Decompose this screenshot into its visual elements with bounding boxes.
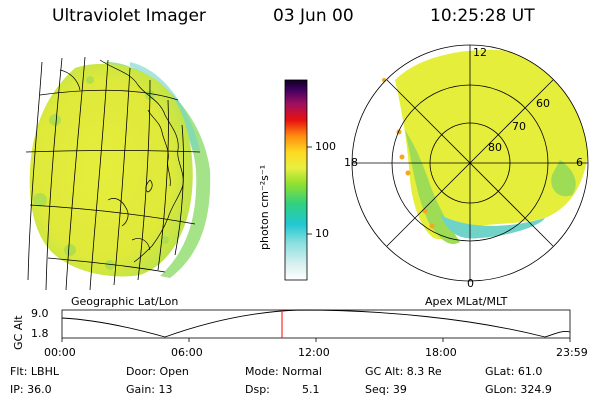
glat-info: GLat: 61.0 xyxy=(485,365,543,378)
mlt-label-12: 12 xyxy=(473,46,487,59)
ip-info: IP: 36.0 xyxy=(10,383,52,396)
geographic-caption: Geographic Lat/Lon xyxy=(71,295,179,308)
date-label: 03 Jun 00 xyxy=(273,6,354,26)
glon-info: GLon: 324.9 xyxy=(485,383,552,396)
app-title: Ultraviolet Imager xyxy=(52,6,206,26)
xtick-1200: 12:00 xyxy=(298,346,330,359)
altitude-ytick-high: 9.0 xyxy=(31,307,49,320)
time-label: 10:25:28 UT xyxy=(430,6,535,26)
dawn-patch xyxy=(551,160,576,197)
colorbar xyxy=(284,79,312,281)
lat-label-70: 70 xyxy=(512,120,526,133)
lat-label-60: 60 xyxy=(536,97,550,110)
colorbar-tick-label-10: 10 xyxy=(315,227,329,240)
mlt-label-0: 0 xyxy=(467,277,474,290)
mode-info: Mode: Normal xyxy=(245,365,322,378)
auroral-edge-green xyxy=(405,130,460,245)
altitude-ytick-low: 1.8 xyxy=(31,327,49,340)
mlt-label-18: 18 xyxy=(344,156,358,169)
polar-plot xyxy=(351,44,589,282)
colorbar-unit-label: photon cm⁻²s⁻¹ xyxy=(258,164,271,250)
xtick-0000: 00:00 xyxy=(44,346,76,359)
altitude-curve xyxy=(61,309,571,338)
xtick-2359: 23:59 xyxy=(556,346,588,359)
auroral-edge-cyan xyxy=(440,215,545,239)
gc-alt-info: GC Alt: 8.3 Re xyxy=(365,365,442,378)
mlt-label-6: 6 xyxy=(576,156,583,169)
filter-info: Flt: LBHL xyxy=(10,365,59,378)
geographic-image xyxy=(25,56,211,291)
dsp-value: 5.1 xyxy=(302,383,320,396)
xtick-0600: 06:00 xyxy=(171,346,203,359)
dsp-label: Dsp: xyxy=(245,383,270,396)
lat-label-80: 80 xyxy=(488,141,502,154)
altitude-ylabel: GC Alt xyxy=(12,315,25,350)
colorbar-scale xyxy=(284,79,308,281)
altitude-frame xyxy=(61,309,571,339)
apex-caption: Apex MLat/MLT xyxy=(425,295,508,308)
limb-cyan xyxy=(130,62,200,150)
xtick-1800: 18:00 xyxy=(425,346,457,359)
auroral-oval xyxy=(395,49,588,240)
door-info: Door: Open xyxy=(126,365,189,378)
colorbar-tick-label-100: 100 xyxy=(315,140,336,153)
gain-info: Gain: 13 xyxy=(126,383,173,396)
seq-info: Seq: 39 xyxy=(365,383,407,396)
altitude-plot xyxy=(61,309,571,342)
